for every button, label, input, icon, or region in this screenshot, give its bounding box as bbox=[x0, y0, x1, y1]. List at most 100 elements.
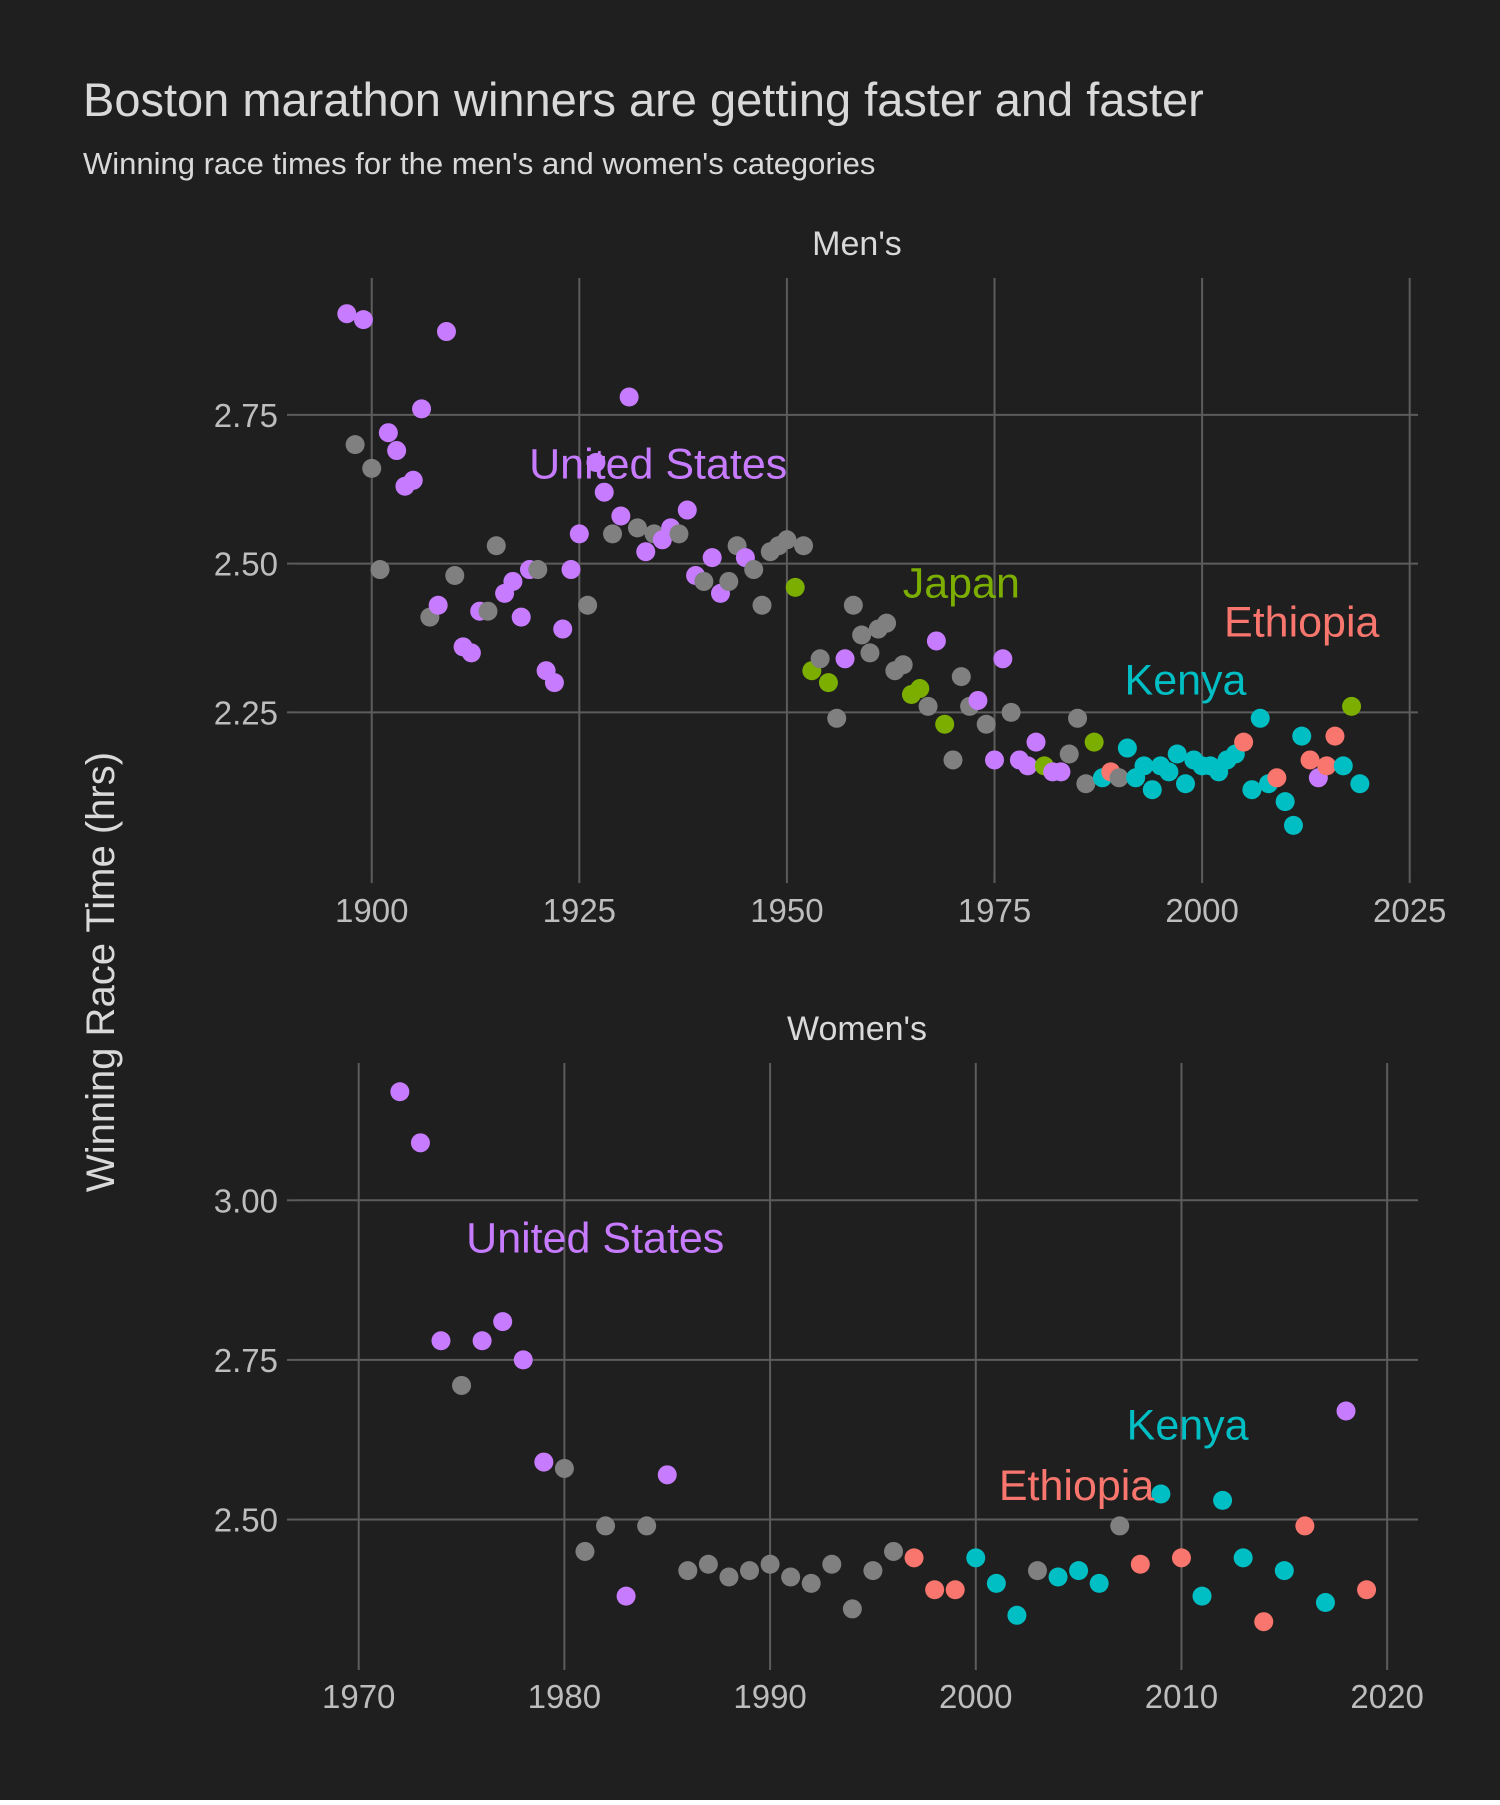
womens-y-tick-label: 3.00 bbox=[214, 1182, 278, 1219]
mens-x-tick-label: 2000 bbox=[1165, 892, 1238, 929]
womens-data-point bbox=[1171, 1548, 1191, 1568]
mens-y-tick-label: 2.50 bbox=[214, 546, 278, 583]
mens-data-point bbox=[1051, 762, 1071, 782]
mens-data-point bbox=[744, 560, 764, 580]
womens-data-point bbox=[554, 1458, 574, 1478]
mens-data-point bbox=[561, 560, 581, 580]
womens-x-tick-label: 2010 bbox=[1145, 1678, 1218, 1715]
womens-data-point bbox=[966, 1548, 986, 1568]
mens-data-point bbox=[586, 452, 606, 472]
mens-data-point bbox=[951, 667, 971, 687]
mens-data-point bbox=[843, 595, 863, 615]
mens-data-point bbox=[1342, 696, 1362, 716]
womens-data-point bbox=[1254, 1612, 1274, 1632]
mens-x-tick-label: 1950 bbox=[750, 892, 823, 929]
womens-data-point bbox=[1315, 1593, 1335, 1613]
womens-x-tick-label: 1990 bbox=[733, 1678, 806, 1715]
mens-data-point bbox=[486, 536, 506, 556]
mens-data-point bbox=[860, 643, 880, 663]
mens-data-point bbox=[1076, 774, 1096, 794]
mens-data-point bbox=[1300, 750, 1320, 770]
mens-data-point bbox=[1142, 780, 1162, 800]
mens-data-point bbox=[362, 458, 382, 478]
mens-data-point bbox=[852, 625, 872, 645]
mens-data-point bbox=[627, 518, 647, 538]
mens-data-point bbox=[1317, 756, 1337, 776]
womens-data-point bbox=[431, 1331, 451, 1351]
mens-data-point bbox=[935, 714, 955, 734]
womens-data-point bbox=[1213, 1490, 1233, 1510]
mens-data-point bbox=[1292, 726, 1312, 746]
mens-data-point bbox=[976, 714, 996, 734]
womens-data-point bbox=[1233, 1548, 1253, 1568]
mens-data-point bbox=[370, 560, 390, 580]
mens-data-point bbox=[926, 631, 946, 651]
mens-x-tick-label: 1975 bbox=[958, 892, 1031, 929]
womens-data-point bbox=[1192, 1586, 1212, 1606]
mens-data-point bbox=[702, 548, 722, 568]
mens-data-point bbox=[777, 530, 797, 550]
womens-data-point bbox=[719, 1567, 739, 1587]
mens-x-tick-label: 1900 bbox=[335, 892, 408, 929]
womens-data-point bbox=[1069, 1561, 1089, 1581]
mens-data-point bbox=[943, 750, 963, 770]
womens-annotation-kenya: Kenya bbox=[1127, 1401, 1249, 1449]
mens-data-point bbox=[337, 304, 357, 324]
mens-annotation-kenya: Kenya bbox=[1125, 657, 1247, 705]
mens-panel: Men's 1900 1925 1950 1975 2000 2025 2.25 2.50 2.… bbox=[214, 225, 1447, 929]
mens-data-point bbox=[1250, 708, 1270, 728]
womens-x-tick-label: 2000 bbox=[939, 1678, 1012, 1715]
womens-data-point bbox=[1130, 1554, 1150, 1574]
mens-data-point bbox=[594, 482, 614, 502]
womens-annotation-united-states: United States bbox=[466, 1214, 724, 1262]
mens-data-point bbox=[1275, 792, 1295, 812]
mens-data-point bbox=[611, 506, 631, 526]
womens-data-point bbox=[472, 1331, 492, 1351]
womens-data-point bbox=[534, 1452, 554, 1472]
womens-data-point bbox=[925, 1580, 945, 1600]
mens-data-point bbox=[810, 649, 830, 669]
womens-data-point bbox=[596, 1516, 616, 1536]
mens-data-point bbox=[511, 607, 531, 627]
womens-data-point bbox=[1089, 1573, 1109, 1593]
womens-data-point bbox=[452, 1375, 472, 1395]
mens-data-point bbox=[1333, 756, 1353, 776]
mens-data-point bbox=[918, 696, 938, 716]
mens-data-point bbox=[993, 649, 1013, 669]
mens-panel-title: Men's bbox=[812, 225, 902, 263]
mens-data-point bbox=[968, 690, 988, 710]
womens-panel: Women's 1970 1980 1990 2000 2010 2020 2.50 2.75… bbox=[214, 1010, 1424, 1715]
womens-data-point bbox=[986, 1573, 1006, 1593]
mens-data-point bbox=[719, 571, 739, 591]
womens-data-point bbox=[1027, 1561, 1047, 1581]
mens-data-point bbox=[1242, 780, 1262, 800]
womens-data-point bbox=[575, 1541, 595, 1561]
womens-y-tick-label: 2.75 bbox=[214, 1342, 278, 1379]
mens-data-point bbox=[985, 750, 1005, 770]
mens-data-point bbox=[835, 649, 855, 669]
womens-data-point bbox=[513, 1350, 533, 1370]
mens-annotation-japan: Japan bbox=[903, 560, 1020, 608]
womens-data-point bbox=[781, 1567, 801, 1587]
y-axis-label: Winning Race Time (hrs) bbox=[79, 752, 123, 1192]
mens-data-point bbox=[636, 542, 656, 562]
mens-data-point bbox=[752, 595, 772, 615]
mens-data-point bbox=[694, 571, 714, 591]
womens-data-point bbox=[801, 1573, 821, 1593]
mens-data-point bbox=[445, 566, 465, 585]
womens-data-point bbox=[637, 1516, 657, 1536]
mens-data-point bbox=[387, 441, 407, 461]
mens-data-point bbox=[503, 571, 523, 591]
womens-data-point bbox=[945, 1580, 965, 1600]
mens-data-point bbox=[1283, 815, 1303, 835]
mens-y-tick-label: 2.75 bbox=[214, 397, 278, 434]
womens-data-point bbox=[678, 1561, 698, 1581]
mens-data-point bbox=[569, 524, 589, 544]
womens-data-point bbox=[760, 1554, 780, 1574]
womens-data-point bbox=[883, 1541, 903, 1561]
mens-data-point bbox=[818, 673, 838, 693]
womens-data-point bbox=[390, 1082, 410, 1102]
womens-x-tick-label: 2020 bbox=[1350, 1678, 1423, 1715]
mens-data-point bbox=[910, 679, 930, 699]
